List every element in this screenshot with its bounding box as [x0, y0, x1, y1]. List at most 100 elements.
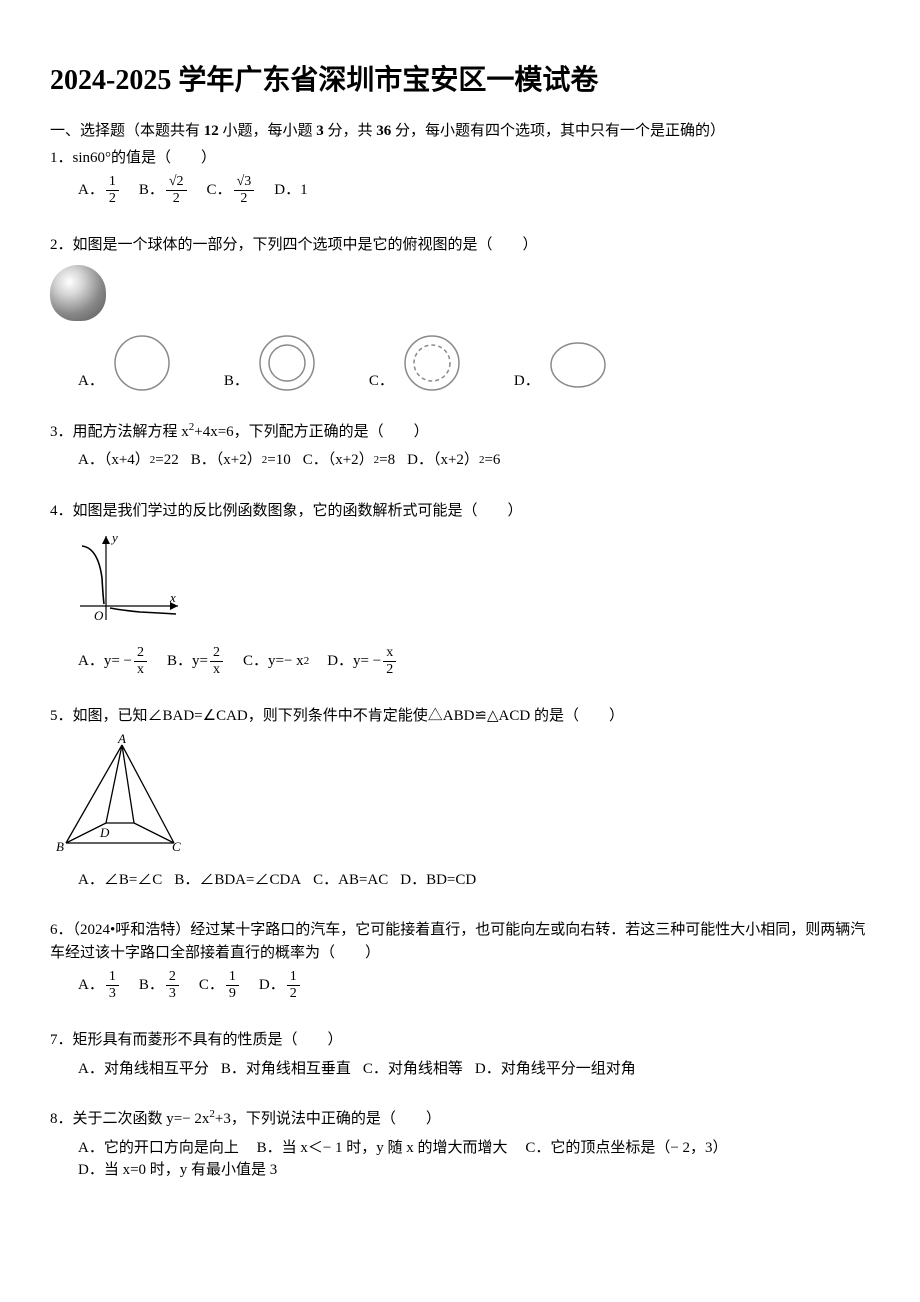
q6-text: 6．（2024•呼和浩特）经过某十字路口的汽车，它可能接着直行，也可能向左或向右…	[50, 919, 870, 964]
fraction: √32	[234, 175, 255, 206]
q6-opt-d: D． 12	[259, 970, 302, 1001]
vertex-a: A	[117, 733, 126, 746]
ellipse-icon	[546, 333, 610, 393]
q2-text: 2．如图是一个球体的一部分，下列四个选项中是它的俯视图的是（ ）	[50, 234, 870, 257]
q2-opt-a: A．	[78, 333, 174, 393]
q2-options: A． B． C． D．	[50, 333, 870, 393]
q4-options: A． y= − 2x B． y= 2x C．y=− x2 D． y= − x2	[50, 646, 870, 677]
num: 1	[287, 970, 300, 986]
q8-opt-a: A．它的开口方向是向上	[78, 1137, 239, 1160]
den: 2	[383, 662, 396, 677]
opt-val: =10	[267, 449, 290, 472]
q8-text: 8．关于二次函数 y=− 2x2+3，下列说法中正确的是（ ）	[50, 1108, 870, 1131]
den: 9	[226, 986, 239, 1001]
q1-options: A． 12 B． √22 C． √32 D．1	[50, 175, 870, 206]
q7-options: A．对角线相互平分 B．对角线相互垂直 C．对角线相等 D．对角线平分一组对角	[50, 1058, 870, 1081]
vertex-b: B	[56, 839, 64, 853]
fraction: √22	[166, 175, 187, 206]
den: 2	[237, 191, 250, 206]
opt-label: C．（x+2）	[303, 449, 374, 472]
q7-opt-b: B．对角线相互垂直	[221, 1058, 351, 1081]
q6-opt-c: C． 19	[199, 970, 241, 1001]
vertex-d: D	[99, 825, 110, 840]
opt-label: D．（x+2）	[407, 449, 479, 472]
den: 3	[166, 986, 179, 1001]
q3-opt-a: A．（x+4）2=22	[78, 449, 179, 472]
opt-label: B．（x+2）	[191, 449, 262, 472]
opt-label: C．	[199, 974, 224, 997]
opt-label: B．	[224, 370, 249, 393]
opt-label: D．	[514, 370, 540, 393]
expr-pre: y= −	[353, 650, 381, 673]
num: 2	[166, 970, 179, 986]
opt-label: C．	[207, 179, 232, 202]
fraction: 12	[287, 970, 300, 1001]
section-mid1: 小题，每小题	[219, 123, 317, 139]
q5-figure: A B C D	[56, 733, 870, 861]
question-5: 5．如图，已知∠BAD=∠CAD，则下列条件中不肯定能使△ABD≌△ACD 的是…	[50, 705, 870, 892]
vertex-c: C	[172, 839, 181, 853]
q4-text: 4．如图是我们学过的反比例函数图象，它的函数解析式可能是（ ）	[50, 500, 870, 523]
section-header: 一、选择题（本题共有 12 小题，每小题 3 分，共 36 分，每小题有四个选项…	[50, 120, 870, 143]
num: 2	[210, 646, 223, 662]
circle-icon	[110, 333, 174, 393]
reciprocal-graph-icon: O x y	[70, 528, 190, 628]
double-circle-icon	[255, 333, 319, 393]
opt-val: =8	[379, 449, 395, 472]
triangle-icon: A B C D	[56, 733, 196, 853]
question-4: 4．如图是我们学过的反比例函数图象，它的函数解析式可能是（ ） O x y A．…	[50, 500, 870, 677]
q2-opt-c: C．	[369, 333, 464, 393]
section-mid2: 分，共	[324, 123, 377, 139]
q5-text: 5．如图，已知∠BAD=∠CAD，则下列条件中不肯定能使△ABD≌△ACD 的是…	[50, 705, 870, 728]
q5-opt-c: C．AB=AC	[313, 869, 388, 892]
q3-opt-d: D．（x+2）2=6	[407, 449, 500, 472]
q5-opt-a: A．∠B=∠C	[78, 869, 162, 892]
q6-options: A． 13 B． 23 C． 19 D． 12	[50, 970, 870, 1001]
pts-total: 36	[376, 123, 391, 139]
question-3: 3．用配方法解方程 x2+4x=6，下列配方正确的是（ ） A．（x+4）2=2…	[50, 421, 870, 472]
den: x	[210, 662, 223, 677]
num: 1	[226, 970, 239, 986]
opt-label: A．	[78, 650, 104, 673]
q5-opt-d: D．BD=CD	[400, 869, 476, 892]
q4-opt-d: D． y= − x2	[327, 646, 398, 677]
question-7: 7．矩形具有而菱形不具有的性质是（ ） A．对角线相互平分 B．对角线相互垂直 …	[50, 1029, 870, 1080]
sphere-icon	[50, 265, 106, 321]
q1-opt-b: B． √22	[139, 175, 189, 206]
origin-label: O	[94, 608, 104, 623]
opt-label: A．（x+4）	[78, 449, 150, 472]
q-count: 12	[204, 123, 219, 139]
x-axis-label: x	[169, 590, 176, 605]
q2-opt-b: B．	[224, 333, 319, 393]
opt-label: D．	[327, 650, 353, 673]
q8-opt-b: B．当 x＜− 1 时，y 随 x 的增大而增大	[257, 1137, 508, 1160]
q3-opt-b: B．（x+2）2=10	[191, 449, 291, 472]
num: √2	[166, 175, 187, 191]
den: x	[134, 662, 147, 677]
q7-opt-d: D．对角线平分一组对角	[475, 1058, 636, 1081]
question-2: 2．如图是一个球体的一部分，下列四个选项中是它的俯视图的是（ ） A． B． C…	[50, 234, 870, 393]
q3-options: A．（x+4）2=22 B．（x+2）2=10 C．（x+2）2=8 D．（x+…	[50, 449, 870, 472]
fraction: 13	[106, 970, 119, 1001]
opt-label: C．y=− x	[243, 650, 304, 673]
q7-opt-c: C．对角线相等	[363, 1058, 463, 1081]
fraction: 2x	[210, 646, 223, 677]
q8-opt-d: D．当 x=0 时，y 有最小值是 3	[78, 1159, 277, 1182]
section-prefix: 一、选择题（本题共有	[50, 123, 204, 139]
question-6: 6．（2024•呼和浩特）经过某十字路口的汽车，它可能接着直行，也可能向左或向右…	[50, 919, 870, 1001]
q6-opt-b: B． 23	[139, 970, 181, 1001]
q6-opt-a: A． 13	[78, 970, 121, 1001]
q1-text: 1．sin60°的值是（ ）	[50, 147, 870, 170]
expr-pre: y=	[192, 650, 208, 673]
opt-label: A．	[78, 370, 104, 393]
opt-label: B．	[139, 974, 164, 997]
dashed-inner-circle-icon	[400, 333, 464, 393]
section-suffix: 分，每小题有四个选项，其中只有一个是正确的）	[391, 123, 725, 139]
page-title: 2024-2025 学年广东省深圳市宝安区一模试卷	[50, 60, 870, 102]
fraction: 2x	[134, 646, 147, 677]
q1-opt-c: C． √32	[207, 175, 257, 206]
question-8: 8．关于二次函数 y=− 2x2+3，下列说法中正确的是（ ） A．它的开口方向…	[50, 1108, 870, 1182]
opt-label: A．	[78, 179, 104, 202]
q1-opt-d: D．1	[274, 179, 307, 202]
den: 2	[287, 986, 300, 1001]
